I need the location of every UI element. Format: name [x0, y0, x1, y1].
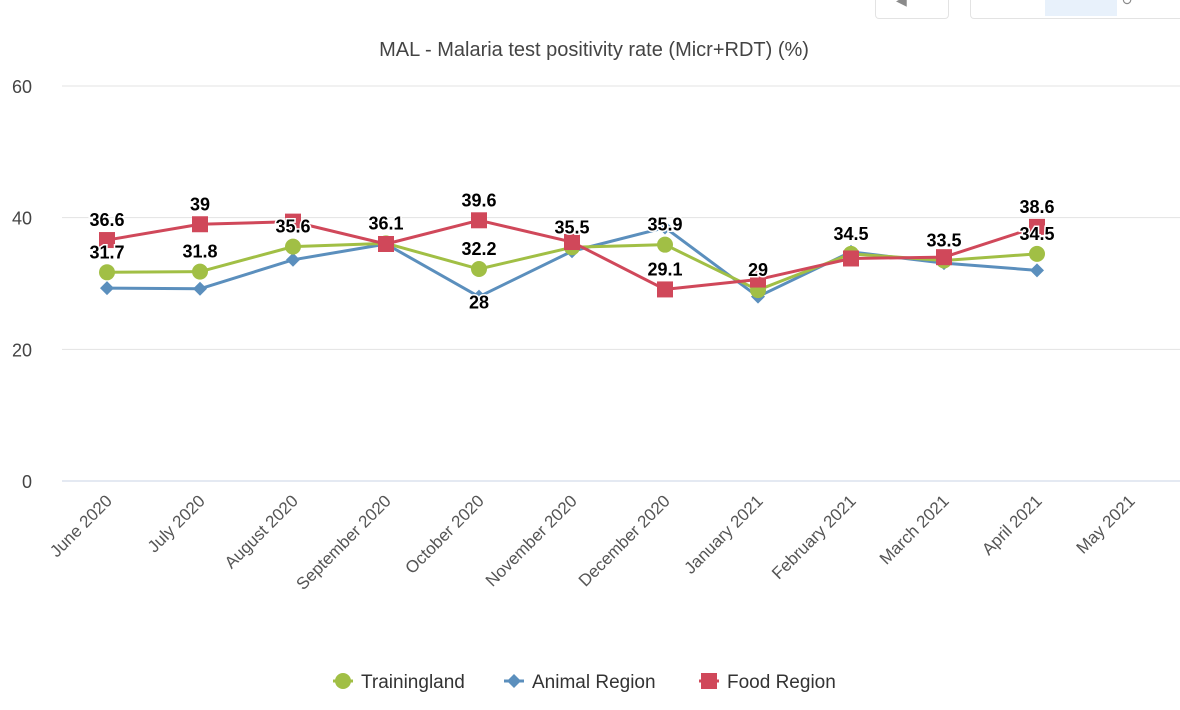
refresh-icon: ↻	[1121, 0, 1133, 8]
data-label: 35.9	[647, 215, 682, 235]
data-label: 39.6	[461, 190, 496, 210]
data-point[interactable]	[285, 213, 301, 230]
data-label: 29.1	[647, 259, 682, 279]
data-point[interactable]	[564, 234, 580, 251]
data-point[interactable]	[378, 236, 394, 252]
x-tick-label: August 2020	[221, 491, 302, 572]
data-label: 34.5	[833, 224, 868, 244]
y-tick-label: 40	[12, 209, 32, 229]
data-point[interactable]	[471, 261, 487, 278]
legend-symbol	[507, 674, 521, 688]
legend[interactable]: Trainingland Animal Region Food Region	[333, 672, 836, 693]
data-label: 36.1	[368, 213, 403, 233]
legend-item-animal-region[interactable]: Animal Region	[504, 672, 656, 693]
data-label: 34.5	[1019, 224, 1054, 244]
data-point[interactable]	[843, 250, 859, 267]
data-point[interactable]	[285, 238, 301, 255]
x-tick-label: July 2020	[144, 491, 209, 556]
toolbar-button-left[interactable]: ◀	[875, 0, 949, 19]
data-point[interactable]	[193, 281, 207, 296]
data-point[interactable]	[657, 281, 673, 298]
data-label-layer: 31.7 31.8 35.6 36.1 32.2 35.5 35.9 29 34.5 33.5 34…	[88, 189, 1056, 314]
legend-label: Trainingland	[361, 672, 465, 693]
series-layer	[99, 212, 1045, 304]
y-tick-label: 60	[12, 77, 32, 97]
grid-lines	[62, 85, 1180, 482]
arrow-icon: ◀	[896, 0, 907, 8]
data-point[interactable]	[286, 252, 300, 267]
data-label: 31.8	[182, 242, 217, 262]
y-axis: 0 20 40 60	[12, 77, 32, 492]
data-point[interactable]	[658, 220, 672, 235]
y-tick-label: 0	[22, 472, 32, 492]
data-label: 28	[469, 293, 489, 313]
x-tick-label: December 2020	[575, 491, 674, 590]
chart-title: MAL - Malaria test positivity rate (Micr…	[379, 39, 809, 61]
data-label: 35.5	[554, 217, 589, 237]
data-point[interactable]	[1029, 245, 1045, 262]
x-tick-label: June 2020	[46, 491, 116, 561]
data-point[interactable]	[100, 281, 114, 296]
data-label: 33.5	[926, 230, 961, 250]
data-point[interactable]	[99, 264, 115, 281]
legend-symbol	[335, 673, 351, 689]
data-point[interactable]	[750, 271, 766, 288]
legend-label: Animal Region	[532, 672, 656, 693]
legend-item-trainingland[interactable]: Trainingland	[333, 672, 465, 693]
data-point[interactable]	[657, 236, 673, 253]
data-point[interactable]	[472, 289, 486, 304]
data-label: 39	[190, 194, 210, 214]
series-food-region	[99, 212, 1045, 298]
legend-label: Food Region	[727, 672, 836, 693]
legend-symbol	[701, 673, 717, 689]
view-toggle-group[interactable]: ↻	[970, 0, 1180, 19]
data-label: 35.6	[275, 217, 310, 237]
data-point[interactable]	[936, 249, 952, 266]
x-tick-label: November 2020	[482, 491, 581, 590]
data-label: 38.6	[1019, 197, 1054, 217]
view-toggle-active[interactable]	[1045, 0, 1117, 16]
data-point[interactable]	[192, 263, 208, 280]
x-tick-label: April 2021	[978, 491, 1046, 559]
x-tick-label: October 2020	[402, 491, 488, 577]
legend-item-food-region[interactable]: Food Region	[699, 672, 836, 693]
data-label: 29	[748, 260, 768, 280]
data-label: 32.2	[461, 239, 496, 259]
data-label: 36.6	[89, 210, 124, 230]
data-point[interactable]	[1029, 218, 1045, 235]
data-label: 31.7	[89, 242, 124, 262]
x-tick-label: March 2021	[876, 491, 953, 568]
y-tick-label: 20	[12, 340, 32, 360]
x-tick-label: May 2021	[1073, 491, 1139, 557]
x-tick-label: February 2021	[768, 491, 860, 583]
x-tick-label: January 2021	[681, 491, 767, 577]
x-tick-label: September 2020	[293, 491, 395, 593]
data-point[interactable]	[471, 212, 487, 229]
data-point[interactable]	[192, 216, 208, 233]
data-point[interactable]	[99, 232, 115, 249]
data-point[interactable]	[1030, 263, 1044, 278]
